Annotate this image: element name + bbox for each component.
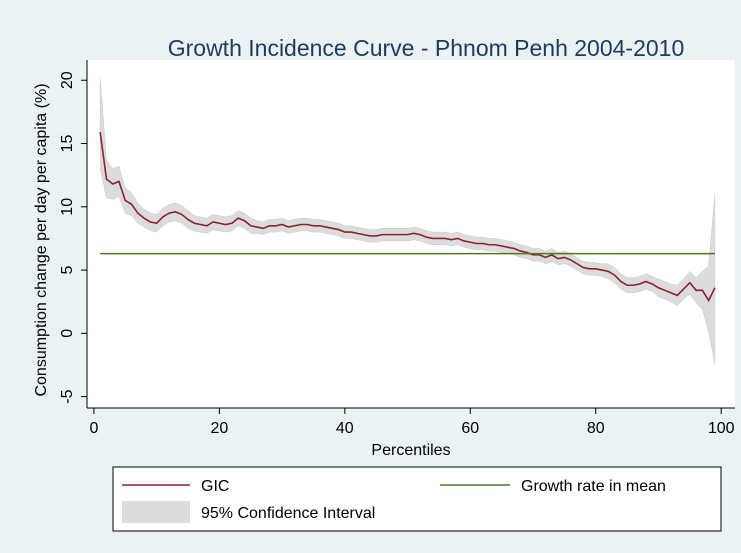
x-tick-label: 60 [461, 420, 479, 437]
y-tick-label: 10 [59, 198, 76, 216]
x-tick-label: 40 [336, 420, 354, 437]
y-tick-label: 0 [59, 329, 76, 338]
y-axis-label: Consumption change per day per capita (%… [33, 83, 50, 396]
x-axis-label: Percentiles [371, 442, 450, 459]
x-tick-label: 80 [587, 420, 605, 437]
chart-title: Growth Incidence Curve - Phnom Penh 2004… [168, 35, 685, 61]
legend-label: Growth rate in mean [521, 478, 666, 495]
y-tick-label: 20 [59, 71, 76, 89]
legend-label: GIC [201, 478, 229, 495]
x-tick-label: 100 [708, 420, 735, 437]
x-tick-label: 0 [89, 420, 98, 437]
series-line [99, 132, 716, 303]
legend-swatch [122, 501, 190, 523]
y-tick-label: -5 [59, 389, 76, 403]
y-tick-label: 5 [59, 266, 76, 275]
confidence-band [99, 77, 716, 364]
y-tick-label: 15 [59, 135, 76, 153]
x-tick-label: 20 [210, 420, 228, 437]
legend [112, 466, 722, 532]
legend-label: 95% Confidence Interval [201, 505, 375, 522]
